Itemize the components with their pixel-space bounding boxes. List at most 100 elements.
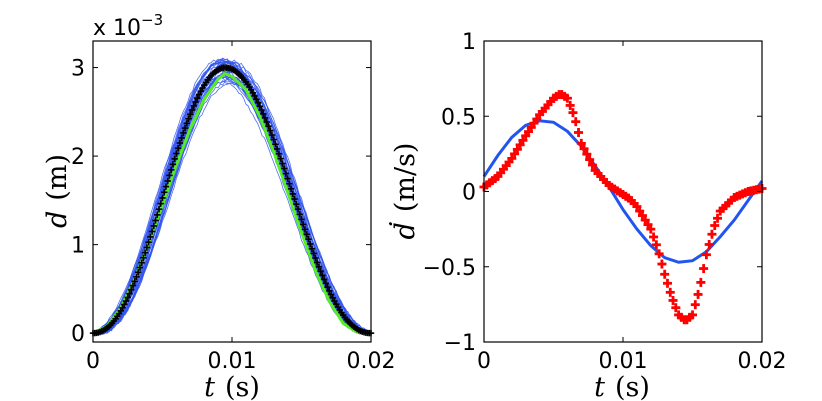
velocity-marker	[693, 289, 703, 299]
mean-marker	[122, 297, 130, 305]
mean-marker	[296, 211, 303, 218]
mean-marker	[289, 190, 297, 198]
velocity-marker	[713, 213, 723, 223]
velocity-marker	[512, 144, 522, 154]
velocity-marker	[704, 239, 714, 249]
mean-marker	[131, 278, 138, 285]
mean-marker	[124, 294, 131, 301]
mean-marker	[308, 245, 316, 252]
velocity-marker	[651, 240, 661, 250]
mean-marker	[140, 254, 147, 261]
mean-marker	[190, 102, 197, 110]
mean-marker	[317, 267, 324, 275]
velocity-marker	[582, 149, 592, 159]
mean-marker	[275, 150, 283, 157]
velocity-marker	[640, 215, 650, 225]
velocity-marker	[649, 232, 659, 242]
right-x-tick-label: 0.01	[599, 349, 648, 374]
mean-marker	[254, 99, 262, 106]
mean-marker	[260, 110, 267, 118]
velocity-marker	[657, 259, 667, 269]
mean-marker	[324, 283, 331, 291]
mean-marker	[138, 259, 145, 266]
mean-marker	[273, 145, 281, 153]
mean-marker	[258, 106, 265, 114]
mean-marker	[312, 254, 319, 262]
mean-marker	[162, 183, 170, 190]
mean-marker	[181, 124, 189, 132]
velocity-marker	[562, 93, 572, 103]
mean-marker	[185, 115, 192, 122]
mean-marker	[136, 264, 144, 271]
velocity-marker	[696, 277, 706, 287]
velocity-marker	[646, 224, 656, 234]
mean-marker	[183, 120, 191, 127]
left-y-tick-label: 2	[71, 145, 85, 170]
mean-marker	[148, 228, 156, 235]
mean-marker	[280, 165, 288, 172]
mean-marker	[161, 189, 168, 196]
mean-marker	[310, 250, 317, 257]
left-chart: 0 0.01 0.02 0 1 2 3 x 10−3 t (s) d(m)	[42, 11, 395, 401]
mean-marker	[267, 127, 274, 134]
velocity-marker	[587, 160, 597, 170]
mean-marker	[251, 92, 258, 100]
mean-marker	[282, 170, 290, 177]
mean-marker	[154, 211, 161, 219]
mean-marker	[265, 123, 272, 130]
left-x-tick-label: 0	[86, 349, 100, 374]
mean-marker	[294, 206, 302, 213]
right-y-tick-label: 1	[462, 30, 476, 55]
mean-marker	[320, 276, 328, 283]
mean-marker	[277, 155, 284, 162]
mean-marker	[303, 231, 310, 238]
mean-marker	[300, 221, 307, 228]
mean-marker	[253, 96, 260, 103]
velocity-marker	[688, 310, 697, 320]
mean-marker	[133, 273, 140, 281]
mean-marker	[261, 114, 269, 122]
right-x-axis-label: t (s)	[594, 372, 650, 401]
mean-marker	[192, 98, 199, 106]
mean-marker	[287, 185, 295, 192]
mean-marker	[129, 282, 137, 289]
right-y-tick-label: 0	[462, 181, 476, 206]
velocity-marker	[565, 100, 575, 110]
velocity-marker	[662, 278, 672, 288]
mean-marker	[195, 91, 203, 98]
velocity-marker	[637, 211, 647, 221]
mean-marker	[279, 160, 286, 167]
left-y-axis-label: d(m)	[42, 154, 73, 228]
left-x-tick-label: 0.01	[208, 349, 257, 374]
left-y-multiplier: x 10−3	[93, 11, 163, 41]
velocity-marker	[635, 206, 645, 216]
mean-marker	[169, 161, 177, 168]
mean-marker	[272, 141, 279, 148]
velocity-marker	[654, 249, 664, 259]
mean-marker	[178, 134, 185, 142]
left-ticks: 0 0.01 0.02 0 1 2 3	[71, 41, 395, 374]
mean-marker	[286, 180, 293, 187]
velocity-marker	[699, 264, 709, 274]
mean-marker	[180, 129, 187, 137]
velocity-marker	[568, 108, 578, 118]
mean-marker	[155, 206, 163, 213]
velocity-marker	[518, 135, 528, 145]
mean-marker	[157, 200, 164, 207]
mean-marker	[326, 287, 333, 295]
mean-marker	[121, 301, 128, 308]
left-x-tick-label: 0.02	[347, 349, 396, 374]
right-x-tick-label: 0	[477, 349, 491, 374]
mean-marker	[298, 216, 305, 223]
mean-marker	[315, 263, 323, 271]
mean-marker	[327, 291, 335, 298]
mean-marker	[188, 106, 196, 114]
right-chart: 0 0.01 0.02 −1 −0.5 0 0.5 1 t (s) ḋ(m/s)	[387, 30, 786, 401]
mean-marker	[329, 294, 336, 301]
mean-marker	[291, 195, 298, 203]
mean-marker	[159, 194, 166, 202]
mean-marker	[284, 175, 291, 182]
right-y-tick-label: −1	[444, 331, 476, 356]
left-y-tick-label: 3	[71, 57, 85, 82]
